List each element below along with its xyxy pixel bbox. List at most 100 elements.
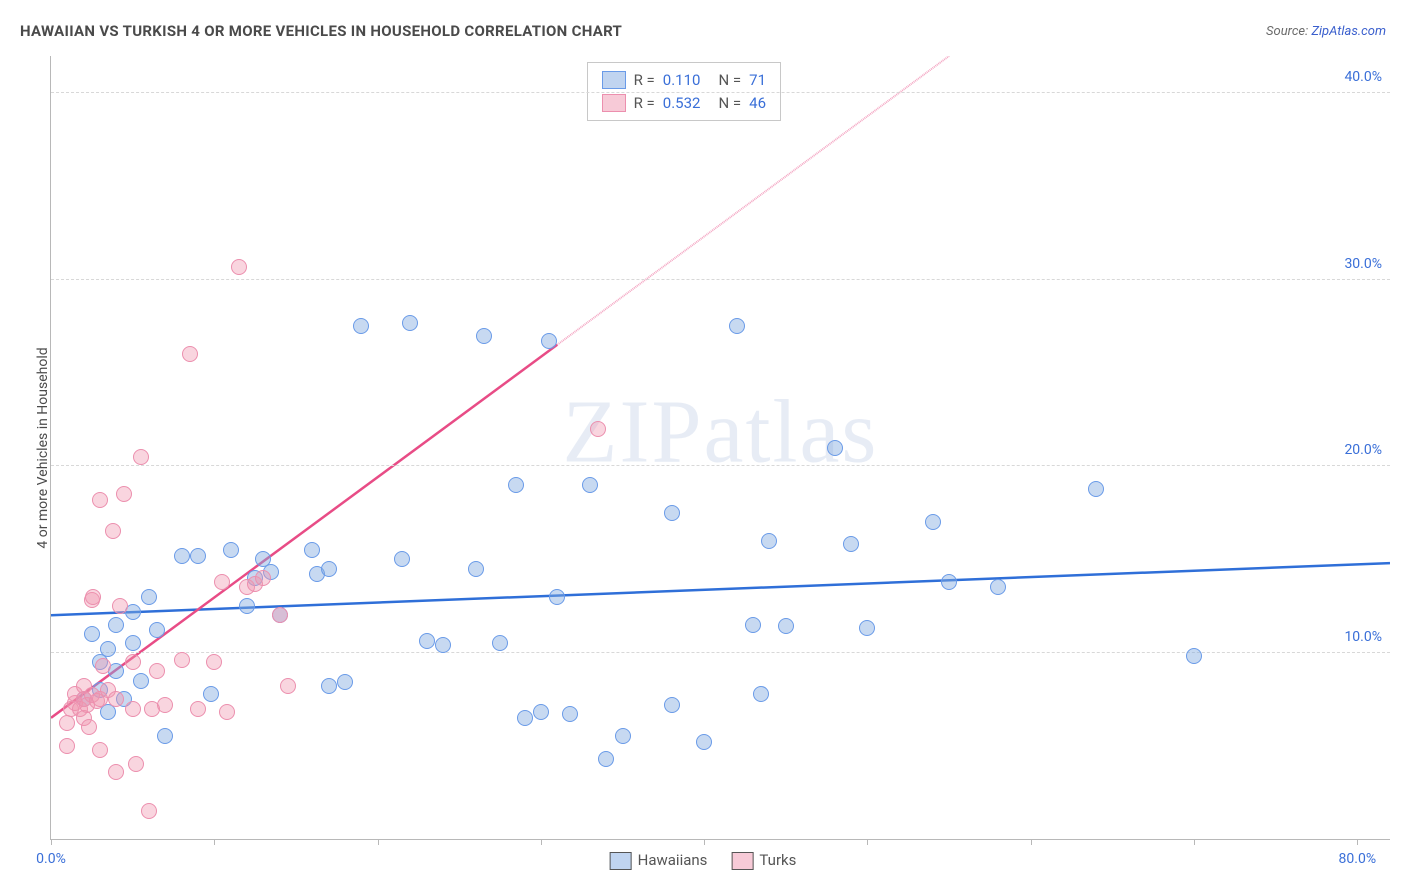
data-point	[745, 617, 761, 633]
x-tick	[214, 839, 215, 845]
data-point	[125, 635, 141, 651]
n-label: N =	[718, 69, 741, 92]
chart-title: HAWAIIAN VS TURKISH 4 OR MORE VEHICLES I…	[20, 22, 622, 40]
data-point	[353, 318, 369, 334]
data-point	[582, 477, 598, 493]
data-point	[859, 620, 875, 636]
data-point	[125, 701, 141, 717]
n-label: N =	[718, 92, 741, 115]
data-point	[219, 704, 235, 720]
data-point	[116, 486, 132, 502]
data-point	[133, 449, 149, 465]
data-point	[231, 259, 247, 275]
data-point	[223, 542, 239, 558]
data-point	[92, 492, 108, 508]
data-point	[337, 674, 353, 690]
gridline	[51, 279, 1390, 280]
r-value-turks: 0.532	[663, 92, 701, 115]
data-point	[133, 673, 149, 689]
x-tick	[1357, 839, 1358, 845]
data-point	[761, 533, 777, 549]
data-point	[925, 514, 941, 530]
y-tick-label: 30.0%	[1344, 256, 1382, 272]
data-point	[59, 738, 75, 754]
x-tick	[704, 839, 705, 845]
data-point	[435, 637, 451, 653]
data-point	[112, 598, 128, 614]
data-point	[517, 710, 533, 726]
data-point	[598, 751, 614, 767]
data-point	[1186, 648, 1202, 664]
data-point	[827, 440, 843, 456]
series-legend: Hawaiians Turks	[610, 851, 797, 870]
data-point	[778, 618, 794, 634]
stats-legend-row-turks: R = 0.532 N = 46	[602, 92, 766, 115]
y-axis-label: 4 or more Vehicles in Household	[35, 347, 51, 548]
r-label: R =	[634, 69, 655, 92]
data-point	[157, 697, 173, 713]
data-point	[190, 701, 206, 717]
x-tick	[378, 839, 379, 845]
turks-swatch-icon	[731, 852, 753, 870]
data-point	[182, 346, 198, 362]
data-point	[664, 697, 680, 713]
data-point	[419, 633, 435, 649]
hawaiians-swatch-icon	[610, 852, 632, 870]
data-point	[696, 734, 712, 750]
data-point	[108, 691, 124, 707]
data-point	[508, 477, 524, 493]
data-point	[562, 706, 578, 722]
scatter-plot: ZIPatlas 4 or more Vehicles in Household…	[50, 56, 1390, 840]
data-point	[492, 635, 508, 651]
legend-label: Turks	[759, 851, 796, 869]
source-attribution: Source: ZipAtlas.com	[1266, 24, 1386, 39]
data-point	[402, 315, 418, 331]
swatch-pink-icon	[602, 94, 626, 112]
data-point	[174, 548, 190, 564]
data-point	[95, 658, 111, 674]
data-point	[590, 421, 606, 437]
stats-legend-row-hawaiians: R = 0.110 N = 71	[602, 69, 766, 92]
r-value-hawaiians: 0.110	[663, 69, 701, 92]
source-link[interactable]: ZipAtlas.com	[1311, 24, 1386, 39]
n-value-hawaiians: 71	[749, 69, 766, 92]
chart-header: HAWAIIAN VS TURKISH 4 OR MORE VEHICLES I…	[0, 0, 1406, 48]
data-point	[128, 756, 144, 772]
data-point	[664, 505, 680, 521]
x-tick	[51, 839, 52, 845]
legend-label: Hawaiians	[638, 851, 708, 869]
x-tick	[1194, 839, 1195, 845]
legend-item: Hawaiians	[610, 851, 708, 870]
data-point	[141, 589, 157, 605]
data-point	[753, 686, 769, 702]
data-point	[203, 686, 219, 702]
data-point	[843, 536, 859, 552]
data-point	[84, 626, 100, 642]
source-prefix: Source:	[1266, 24, 1311, 39]
data-point	[92, 742, 108, 758]
data-point	[321, 561, 337, 577]
x-tick-label: 80.0%	[1339, 851, 1377, 867]
data-point	[81, 719, 97, 735]
data-point	[100, 641, 116, 657]
data-point	[149, 663, 165, 679]
x-tick	[1031, 839, 1032, 845]
data-point	[476, 328, 492, 344]
data-point	[206, 654, 222, 670]
data-point	[990, 579, 1006, 595]
data-point	[157, 728, 173, 744]
data-point	[541, 333, 557, 349]
data-point	[214, 574, 230, 590]
data-point	[1088, 481, 1104, 497]
data-point	[108, 617, 124, 633]
y-tick-label: 40.0%	[1344, 69, 1382, 85]
data-point	[141, 803, 157, 819]
legend-item: Turks	[731, 851, 796, 870]
r-label: R =	[634, 92, 655, 115]
data-point	[105, 523, 121, 539]
data-point	[190, 548, 206, 564]
data-point	[468, 561, 484, 577]
y-tick-label: 10.0%	[1344, 629, 1382, 645]
data-point	[533, 704, 549, 720]
swatch-blue-icon	[602, 71, 626, 89]
